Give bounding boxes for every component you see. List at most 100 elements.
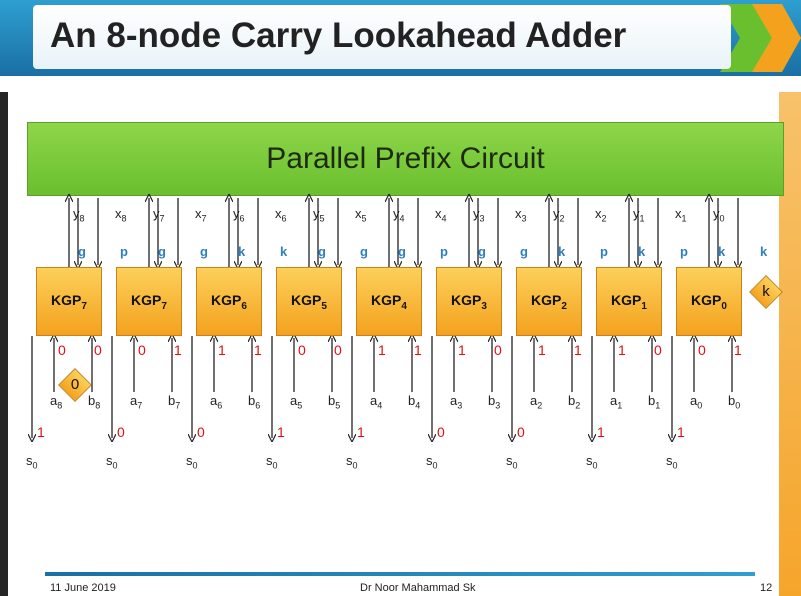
a-bit: 1: [458, 342, 466, 358]
y-label: y4: [393, 206, 405, 224]
left-accent-bar: [0, 92, 8, 596]
b-label: b1: [648, 393, 661, 411]
kgp-node: KGP0: [676, 267, 742, 336]
y-label: y0: [713, 206, 725, 224]
kgp-node: KGP7: [36, 267, 102, 336]
kgp-node: KGP6: [196, 267, 262, 336]
x-label: x2: [595, 206, 607, 224]
kgp-node: KGP7: [116, 267, 182, 336]
p-signal: p: [680, 244, 688, 259]
b-bit: 0: [334, 342, 342, 358]
a-label: a0: [690, 393, 703, 411]
b-label: b2: [568, 393, 581, 411]
kgp-node: KGP1: [596, 267, 662, 336]
p-signal: p: [440, 244, 448, 259]
g-signal: g: [318, 244, 326, 259]
y-label: y7: [153, 206, 165, 224]
a-bit: 0: [58, 342, 66, 358]
b-label: b0: [728, 393, 741, 411]
a-label: a4: [370, 393, 383, 411]
g-signal: g: [398, 244, 406, 259]
b-bit: 1: [414, 342, 422, 358]
s-bit: 0: [517, 424, 525, 440]
s-bit: 1: [677, 424, 685, 440]
s-label: s0: [506, 453, 518, 471]
y-label: y6: [233, 206, 245, 224]
s-label: s0: [106, 453, 118, 471]
a-bit: 0: [138, 342, 146, 358]
parallel-prefix-circuit-box: [27, 122, 784, 196]
title-box: [33, 5, 731, 69]
a-label: a5: [290, 393, 303, 411]
s-bit: 1: [37, 424, 45, 440]
kgp-node: KGP4: [356, 267, 422, 336]
b-label: b6: [248, 393, 261, 411]
kgp-label: KGP4: [371, 291, 407, 312]
a-bit: 1: [378, 342, 386, 358]
g-signal: k: [718, 244, 726, 259]
x-label: x5: [355, 206, 367, 224]
y-label: y5: [313, 206, 325, 224]
s-label: s0: [26, 453, 38, 471]
g-signal: k: [238, 244, 246, 259]
a-bit: 0: [298, 342, 306, 358]
s-bit: 1: [357, 424, 365, 440]
s-bit: 0: [117, 424, 125, 440]
k-diamond-label: k: [762, 283, 770, 300]
p-signal: k: [760, 244, 768, 259]
a-bit: 1: [538, 342, 546, 358]
y-label: y8: [73, 206, 85, 224]
x-label: x7: [195, 206, 207, 224]
p-signal: g: [200, 244, 208, 259]
a-bit: 1: [618, 342, 626, 358]
x-label: x4: [435, 206, 447, 224]
s-label: s0: [186, 453, 198, 471]
b-bit: 1: [254, 342, 262, 358]
y-label: y3: [473, 206, 485, 224]
b-bit: 0: [654, 342, 662, 358]
s-label: s0: [426, 453, 438, 471]
b-bit: 1: [174, 342, 182, 358]
g-signal: k: [638, 244, 646, 259]
kgp-label: KGP6: [211, 291, 247, 312]
carry-in-value: 0: [70, 376, 80, 393]
p-signal: g: [360, 244, 368, 259]
b-bit: 0: [94, 342, 102, 358]
b-label: b5: [328, 393, 341, 411]
b-label: b8: [88, 393, 101, 411]
a-label: a6: [210, 393, 223, 411]
p-signal: p: [120, 244, 128, 259]
x-label: x1: [675, 206, 687, 224]
g-signal: g: [158, 244, 166, 259]
kgp-node: KGP2: [516, 267, 582, 336]
p-signal: p: [600, 244, 608, 259]
chevron-decoration: [720, 4, 801, 72]
parallel-prefix-circuit-label: Parallel Prefix Circuit: [266, 142, 545, 175]
a-bit: 0: [698, 342, 706, 358]
kgp-node: KGP3: [436, 267, 502, 336]
s-bit: 1: [597, 424, 605, 440]
kgp-label: KGP2: [531, 291, 567, 312]
x-label: x6: [275, 206, 287, 224]
s-label: s0: [346, 453, 358, 471]
kgp-node: KGP5: [276, 267, 342, 336]
s-bit: 1: [277, 424, 285, 440]
b-label: b3: [488, 393, 501, 411]
chevron-orange-icon: [752, 4, 801, 72]
p-signal: g: [520, 244, 528, 259]
a-bit: 1: [218, 342, 226, 358]
b-label: b4: [408, 393, 421, 411]
y-label: y1: [633, 206, 645, 224]
footer-line: [45, 572, 755, 576]
right-accent-bar: [779, 92, 801, 596]
a-label: a8: [50, 393, 63, 411]
a-label: a2: [530, 393, 543, 411]
kgp-label: KGP5: [291, 291, 327, 312]
g-signal: k: [558, 244, 566, 259]
page-title: An 8-node Carry Lookahead Adder: [50, 16, 627, 55]
s-bit: 0: [197, 424, 205, 440]
s-label: s0: [266, 453, 278, 471]
p-signal: k: [280, 244, 288, 259]
s-label: s0: [666, 453, 678, 471]
